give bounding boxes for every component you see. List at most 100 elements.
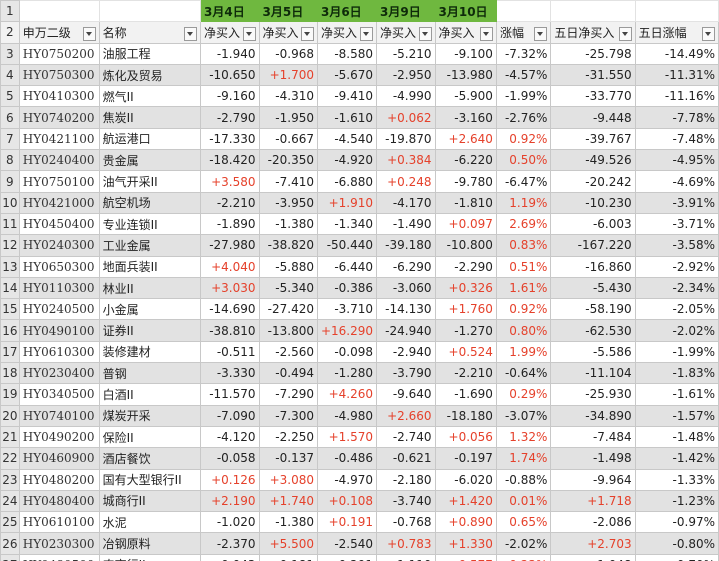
change-cell[interactable]: 1.61% bbox=[495, 276, 552, 300]
net-buy-cell[interactable]: -20.350 bbox=[258, 149, 318, 172]
date-header-cell[interactable]: 3月4日 bbox=[200, 0, 260, 23]
net-buy-cell[interactable]: +0.384 bbox=[376, 149, 436, 172]
five-day-change-cell[interactable]: -1.42% bbox=[634, 447, 719, 470]
net-buy-cell[interactable]: -2.790 bbox=[200, 106, 260, 129]
industry-name-cell[interactable]: 焦炭II bbox=[98, 106, 202, 129]
net-buy-cell[interactable]: +0.783 bbox=[376, 532, 436, 555]
date-header-cell[interactable]: 3月5日 bbox=[258, 0, 318, 23]
five-day-net-buy-cell[interactable]: -9.448 bbox=[550, 106, 636, 129]
row-number[interactable]: 27 bbox=[0, 553, 20, 561]
net-buy-cell[interactable]: -9.780 bbox=[434, 170, 497, 193]
row-number[interactable]: 1 bbox=[0, 0, 20, 23]
net-buy-cell[interactable]: +1.760 bbox=[434, 298, 497, 321]
row-number[interactable]: 2 bbox=[0, 21, 20, 44]
industry-name-cell[interactable]: 航运港口 bbox=[98, 127, 202, 151]
row-number[interactable]: 6 bbox=[0, 106, 20, 129]
net-buy-cell[interactable]: -3.160 bbox=[434, 106, 497, 129]
net-buy-cell[interactable]: -2.540 bbox=[316, 532, 378, 555]
net-buy-cell[interactable]: -7.290 bbox=[258, 383, 318, 406]
filter-dropdown-icon[interactable] bbox=[702, 26, 715, 41]
five-day-net-buy-cell[interactable]: -25.930 bbox=[550, 383, 636, 406]
industry-code-cell[interactable]: HY0450400 bbox=[18, 212, 100, 236]
change-cell[interactable]: 1.74% bbox=[495, 447, 552, 470]
industry-code-cell[interactable]: HY0230400 bbox=[18, 362, 100, 385]
industry-code-cell[interactable]: HY0650300 bbox=[18, 255, 100, 278]
change-cell[interactable]: -3.07% bbox=[495, 404, 552, 427]
net-buy-cell[interactable]: +0.326 bbox=[434, 276, 497, 300]
net-buy-cell[interactable]: -9.410 bbox=[316, 85, 378, 108]
industry-code-cell[interactable]: HY0490100 bbox=[18, 319, 100, 342]
net-buy-cell[interactable]: -2.950 bbox=[376, 63, 436, 87]
net-buy-cell[interactable]: -19.870 bbox=[376, 127, 436, 151]
five-day-change-cell[interactable]: -0.80% bbox=[634, 532, 719, 555]
net-buy-cell[interactable]: +3.080 bbox=[258, 468, 318, 491]
row-number[interactable]: 22 bbox=[0, 447, 20, 470]
net-buy-cell[interactable]: -2.560 bbox=[258, 340, 318, 364]
column-header-cell[interactable]: 名称 bbox=[98, 21, 202, 44]
net-buy-cell[interactable]: +3.030 bbox=[200, 276, 260, 300]
filter-dropdown-icon[interactable] bbox=[82, 26, 96, 41]
industry-code-cell[interactable]: HY0460900 bbox=[18, 447, 100, 470]
five-day-change-cell[interactable]: -4.69% bbox=[634, 170, 719, 193]
five-day-net-buy-cell[interactable]: -11.104 bbox=[550, 362, 636, 385]
five-day-change-cell[interactable]: -3.91% bbox=[634, 191, 719, 214]
net-buy-cell[interactable]: -3.950 bbox=[258, 191, 318, 214]
net-buy-cell[interactable]: -7.090 bbox=[200, 404, 260, 427]
industry-code-cell[interactable]: HY0421000 bbox=[18, 191, 100, 214]
column-header-cell[interactable]: 净买入 bbox=[258, 21, 318, 44]
industry-code-cell[interactable]: HY0230300 bbox=[18, 532, 100, 555]
industry-code-cell[interactable]: HY0750200 bbox=[18, 42, 100, 65]
net-buy-cell[interactable]: -4.920 bbox=[316, 149, 378, 172]
industry-code-cell[interactable]: HY0240300 bbox=[18, 234, 100, 257]
net-buy-cell[interactable]: -4.990 bbox=[376, 85, 436, 108]
net-buy-cell[interactable]: -18.420 bbox=[200, 149, 260, 172]
net-buy-cell[interactable]: +0.097 bbox=[434, 212, 497, 236]
industry-name-cell[interactable]: 炼化及贸易 bbox=[98, 63, 202, 87]
net-buy-cell[interactable]: -0.181 bbox=[258, 553, 318, 561]
net-buy-cell[interactable]: +0.191 bbox=[316, 511, 378, 534]
industry-code-cell[interactable]: HY0740100 bbox=[18, 404, 100, 427]
row-number[interactable]: 19 bbox=[0, 383, 20, 406]
date-header-cell[interactable]: 3月10日 bbox=[434, 0, 497, 23]
five-day-change-cell[interactable]: -1.61% bbox=[634, 383, 719, 406]
industry-name-cell[interactable]: 专业连锁II bbox=[98, 212, 202, 236]
net-buy-cell[interactable]: -1.940 bbox=[200, 42, 260, 65]
change-cell[interactable]: -7.32% bbox=[495, 42, 552, 65]
net-buy-cell[interactable]: -14.690 bbox=[200, 298, 260, 321]
net-buy-cell[interactable]: +2.640 bbox=[434, 127, 497, 151]
date-header-cell[interactable]: 3月6日 bbox=[316, 0, 378, 23]
industry-name-cell[interactable]: 酒店餐饮 bbox=[98, 447, 202, 470]
industry-code-cell[interactable]: HY0240400 bbox=[18, 149, 100, 172]
net-buy-cell[interactable]: -0.486 bbox=[316, 447, 378, 470]
industry-name-cell[interactable]: 林业II bbox=[98, 276, 202, 300]
change-cell[interactable]: 0.92% bbox=[495, 127, 552, 151]
net-buy-cell[interactable]: -6.880 bbox=[316, 170, 378, 193]
net-buy-cell[interactable]: -9.160 bbox=[200, 85, 260, 108]
net-buy-cell[interactable]: +4.040 bbox=[200, 255, 260, 278]
industry-name-cell[interactable]: 保险II bbox=[98, 425, 202, 449]
five-day-net-buy-cell[interactable]: -6.003 bbox=[550, 212, 636, 236]
net-buy-cell[interactable]: -0.511 bbox=[200, 340, 260, 364]
five-day-change-cell[interactable]: -4.95% bbox=[634, 149, 719, 172]
net-buy-cell[interactable]: -1.380 bbox=[258, 212, 318, 236]
industry-name-cell[interactable]: 工业金属 bbox=[98, 234, 202, 257]
net-buy-cell[interactable]: -5.880 bbox=[258, 255, 318, 278]
net-buy-cell[interactable]: -2.370 bbox=[200, 532, 260, 555]
net-buy-cell[interactable]: +0.062 bbox=[376, 106, 436, 129]
row-number[interactable]: 9 bbox=[0, 170, 20, 193]
industry-name-cell[interactable]: 贵金属 bbox=[98, 149, 202, 172]
net-buy-cell[interactable]: -0.768 bbox=[376, 511, 436, 534]
filter-dropdown-icon[interactable] bbox=[534, 26, 548, 41]
industry-code-cell[interactable]: HY0240500 bbox=[18, 298, 100, 321]
row-number[interactable]: 18 bbox=[0, 362, 20, 385]
cell-blank[interactable] bbox=[18, 0, 100, 23]
change-cell[interactable]: 0.80% bbox=[495, 319, 552, 342]
filter-dropdown-icon[interactable] bbox=[418, 26, 432, 41]
net-buy-cell[interactable]: -0.968 bbox=[258, 42, 318, 65]
net-buy-cell[interactable]: -2.250 bbox=[258, 425, 318, 449]
row-number[interactable]: 24 bbox=[0, 489, 20, 513]
five-day-change-cell[interactable]: -0.97% bbox=[634, 511, 719, 534]
net-buy-cell[interactable]: -2.180 bbox=[376, 468, 436, 491]
net-buy-cell[interactable]: -1.110 bbox=[376, 553, 436, 561]
net-buy-cell[interactable]: -2.210 bbox=[200, 191, 260, 214]
